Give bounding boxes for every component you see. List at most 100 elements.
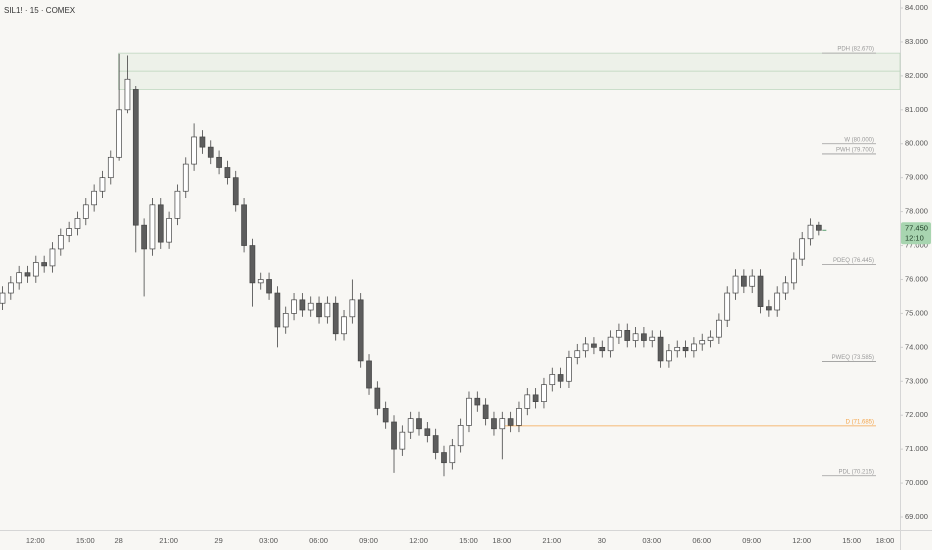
candle-body	[624, 330, 631, 341]
candle-body	[174, 190, 181, 219]
candle-body	[741, 275, 747, 287]
candle-body	[566, 357, 572, 382]
candle-body	[41, 262, 48, 267]
candle-body	[507, 418, 514, 426]
level-label: W (80.000)	[844, 137, 874, 143]
candle-body	[324, 302, 331, 318]
x-tick-label: 12:00	[409, 536, 428, 545]
x-tick-label: 15:00	[459, 536, 478, 545]
y-tick-label: 83.000	[905, 37, 928, 46]
x-tick-label: 28	[114, 536, 122, 545]
candle-body	[232, 177, 239, 206]
x-tick-label: 21:00	[542, 536, 561, 545]
candle-body	[16, 272, 23, 284]
candle-body	[416, 418, 422, 430]
candle-body	[116, 109, 122, 158]
candle-body	[457, 425, 464, 447]
candle-body	[582, 343, 589, 352]
candle-body	[399, 431, 406, 450]
candle-body	[249, 245, 256, 284]
candle-body	[782, 282, 789, 294]
candle-body	[649, 336, 656, 341]
candle-body	[349, 299, 356, 318]
candle-body	[724, 292, 731, 321]
candle-body	[591, 343, 597, 348]
candle-body	[749, 275, 756, 287]
symbol-title: SIL1! · 15 · COMEX	[4, 6, 76, 15]
candle-body	[382, 408, 389, 423]
candle-body	[357, 299, 364, 362]
candle-body	[599, 346, 606, 352]
candle-body	[557, 374, 564, 382]
candle-body	[666, 350, 672, 362]
candle-body	[707, 336, 714, 341]
candle-body	[499, 418, 506, 430]
candle-body	[266, 279, 272, 294]
candle-body	[815, 224, 822, 231]
candle-body	[7, 282, 14, 294]
x-tick-label: 03:00	[259, 536, 278, 545]
candle-body	[99, 177, 106, 192]
candle-body	[49, 248, 56, 267]
candle-body	[541, 384, 547, 402]
level-label: PDL (70.215)	[839, 469, 874, 475]
y-tick-label: 70.000	[905, 478, 928, 487]
x-tick-label: 06:00	[692, 536, 711, 545]
candle-body	[807, 224, 814, 240]
candle-body	[132, 89, 139, 226]
candle-body	[407, 418, 414, 433]
y-tick-label: 72.000	[905, 410, 928, 419]
y-tick-label: 75.000	[905, 308, 928, 317]
x-tick-label: 15:00	[842, 536, 861, 545]
y-tick-label: 74.000	[905, 342, 928, 351]
y-tick-label: 76.000	[905, 274, 928, 283]
x-tick-label: 30	[598, 536, 606, 545]
level-label: PWH (79.700)	[836, 147, 874, 153]
candle-body	[716, 319, 722, 338]
candle-body	[32, 262, 39, 277]
candle-body	[790, 258, 797, 284]
level-label: PWEQ (73.585)	[832, 355, 874, 361]
candle-body	[341, 316, 347, 335]
candle-body	[374, 387, 381, 409]
level-label: PDH (82.670)	[837, 47, 874, 53]
candle-body	[491, 418, 497, 430]
candle-body	[57, 235, 64, 250]
candle-body	[366, 360, 372, 389]
candle-body	[107, 156, 114, 179]
candle-body	[207, 146, 214, 158]
x-tick-label: 12:00	[26, 536, 45, 545]
candle-body	[316, 302, 322, 318]
candle-body	[149, 204, 156, 250]
candle-body	[82, 204, 89, 219]
candle-body	[474, 397, 481, 406]
x-tick-label: 09:00	[742, 536, 761, 545]
candle-body	[391, 421, 397, 450]
x-tick-label: 03:00	[642, 536, 661, 545]
candle-body	[616, 330, 622, 338]
candle-body	[299, 299, 306, 311]
x-tick-label: 09:00	[359, 536, 378, 545]
candle-body	[607, 336, 614, 352]
candle-body	[291, 299, 297, 314]
candle-body	[74, 218, 81, 229]
candle-body	[157, 204, 164, 243]
candle-body	[549, 374, 556, 386]
candle-body	[699, 340, 706, 345]
candle-body	[307, 302, 314, 311]
x-tick-label: 12:00	[792, 536, 811, 545]
level-label: D (71.685)	[846, 419, 874, 425]
level-label: PDEQ (76.445)	[833, 258, 874, 264]
candle-body	[191, 136, 197, 165]
candle-body	[682, 346, 689, 352]
candle-body	[199, 136, 206, 148]
y-tick-label: 79.000	[905, 173, 928, 182]
candle-body	[66, 228, 72, 236]
candle-body	[449, 445, 456, 464]
y-tick-label: 84.000	[905, 3, 928, 12]
y-tick-label: 80.000	[905, 139, 928, 148]
candle-body	[241, 204, 247, 246]
x-tick-label: 21:00	[159, 536, 178, 545]
